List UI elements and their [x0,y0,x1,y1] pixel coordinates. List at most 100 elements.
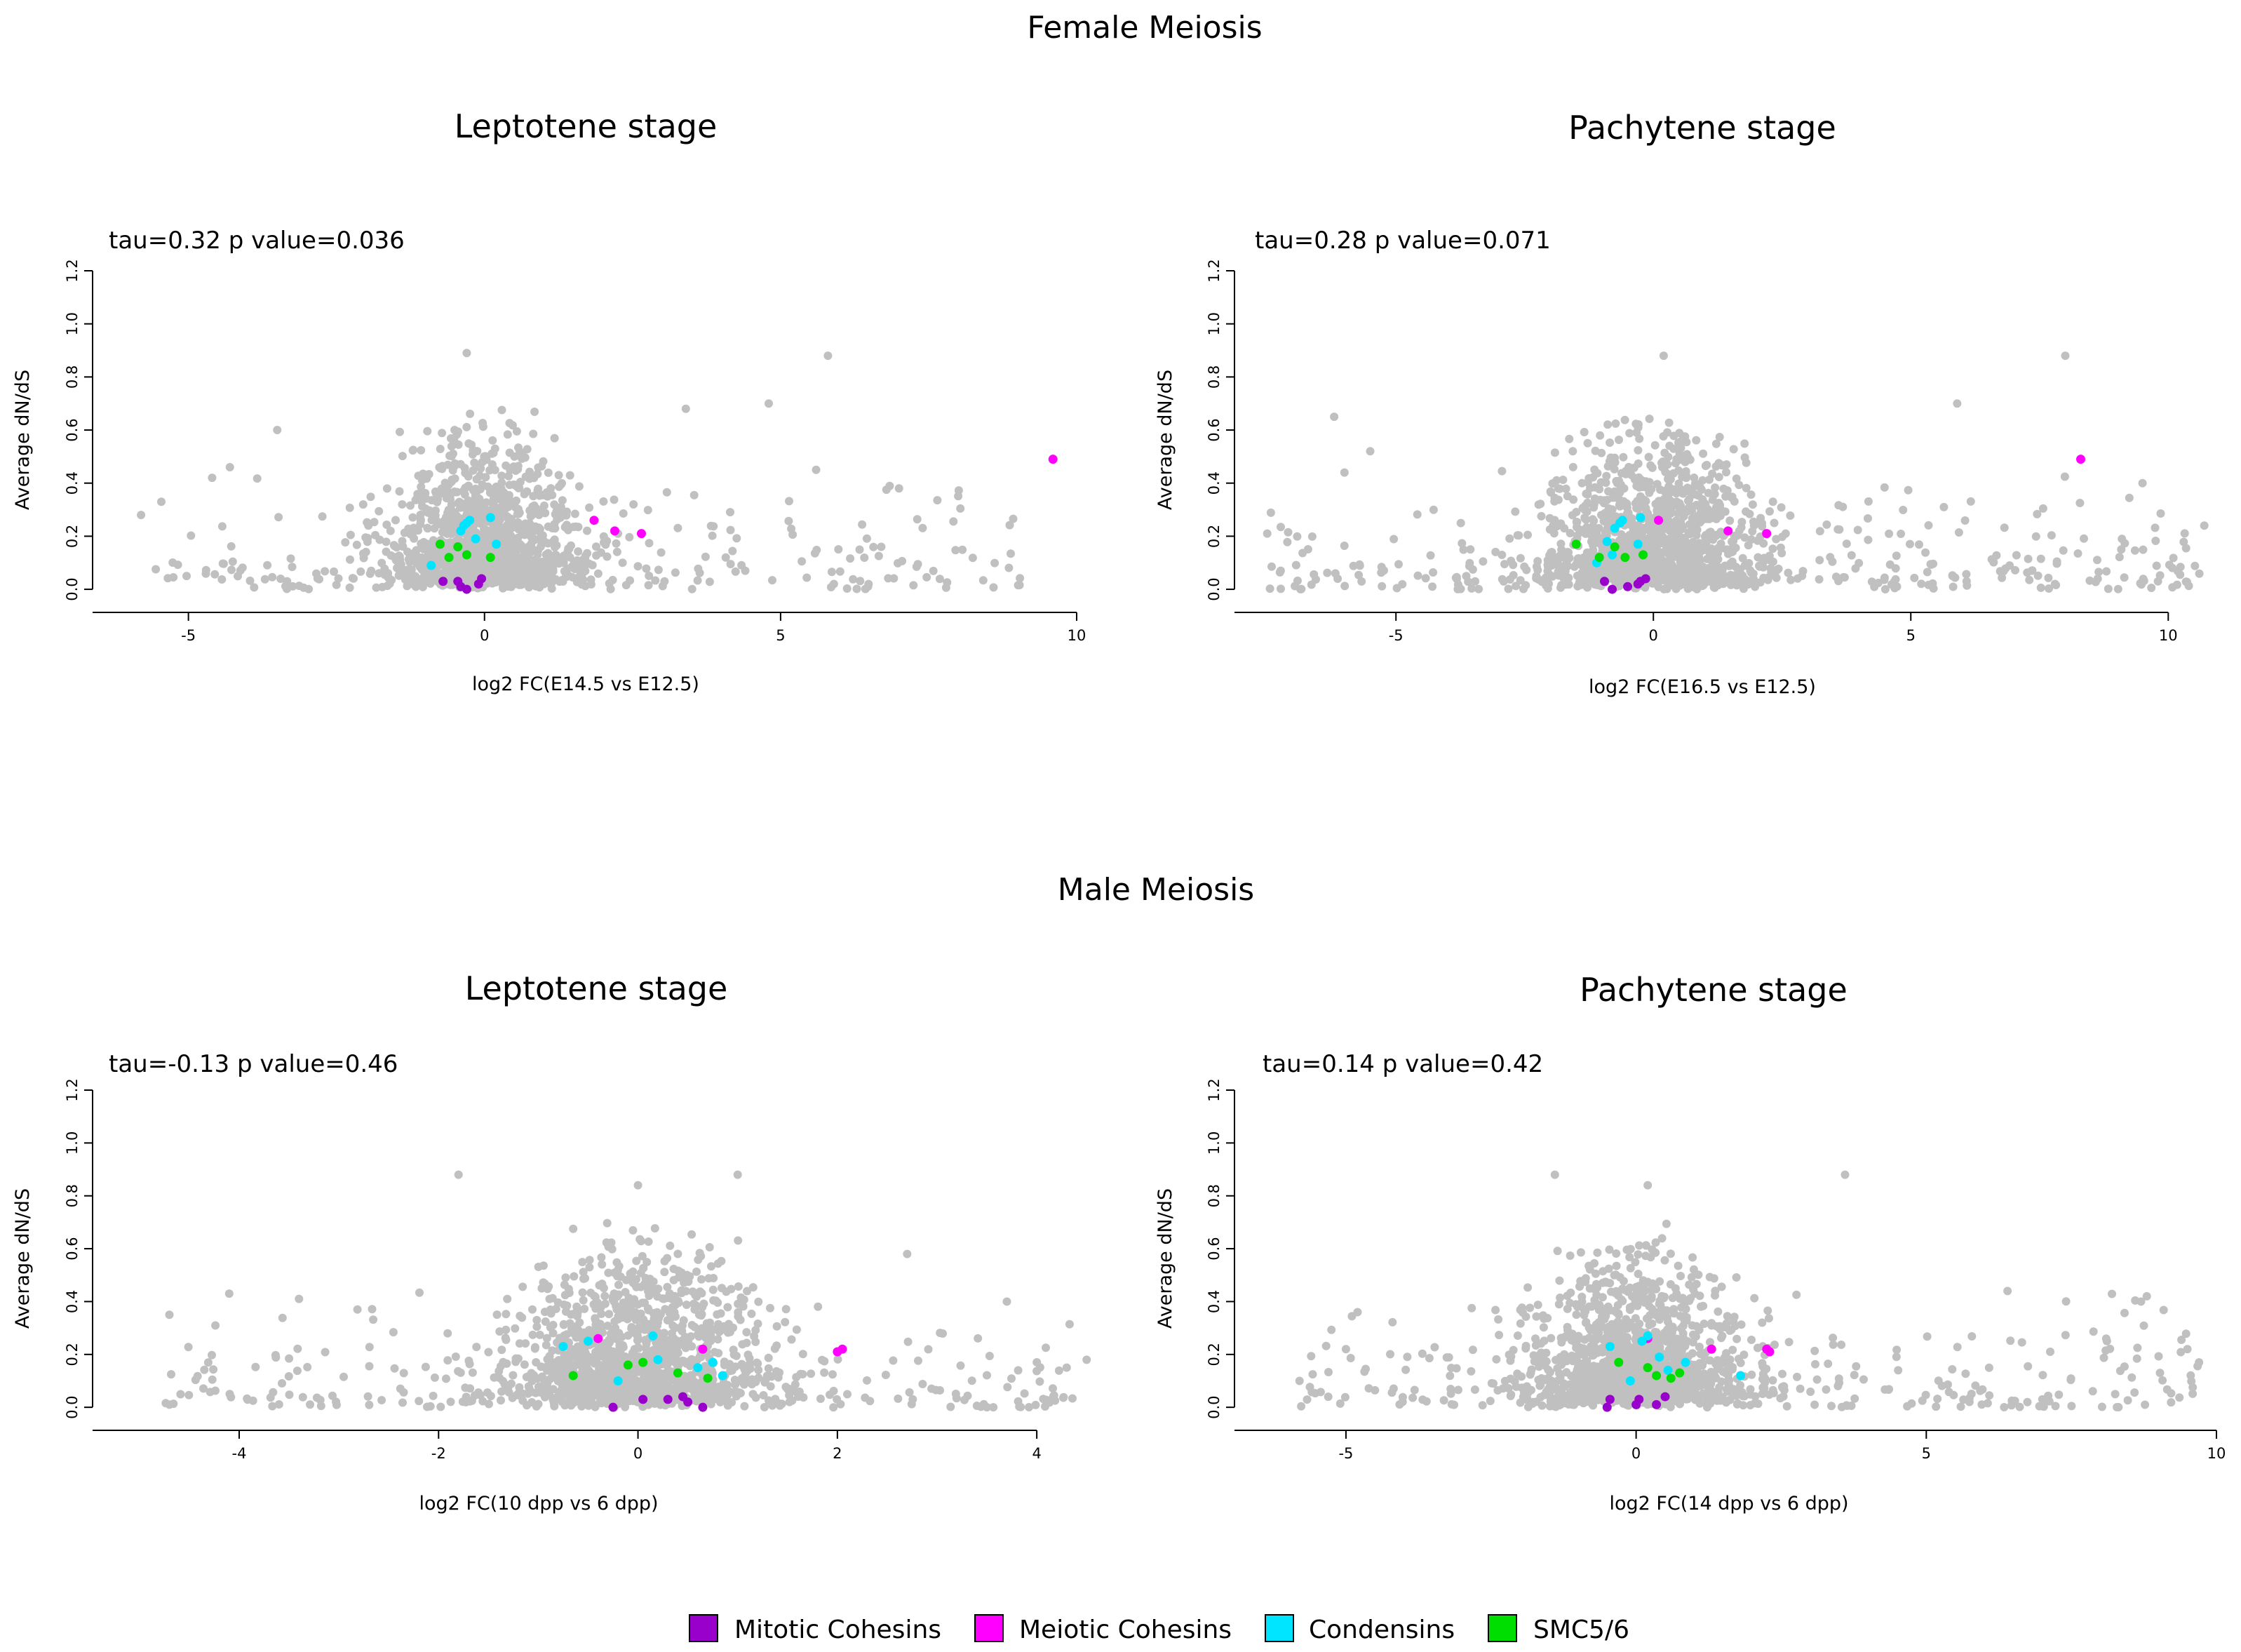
background-gene-point [1822,1385,1831,1394]
background-gene-point [356,567,365,576]
background-gene-point [828,1370,837,1379]
background-gene-point [1466,545,1475,554]
background-gene-point [456,1368,465,1377]
background-gene-point [855,545,864,554]
background-gene-point [481,473,490,482]
background-gene-point [406,501,415,510]
background-gene-point [596,1388,605,1397]
background-gene-point [1005,521,1014,530]
background-gene-point [1512,582,1521,591]
background-gene-point [2172,580,2181,589]
background-gene-point [423,427,432,436]
background-gene-point [1715,433,1724,441]
background-gene-point [687,1321,696,1329]
background-gene-point [1632,481,1641,490]
background-gene-point [436,445,445,453]
background-gene-point [497,471,506,481]
background-gene-point [633,1336,642,1345]
background-gene-point [600,1291,610,1301]
background-gene-point [528,1330,537,1339]
background-gene-point [592,551,601,560]
background-gene-point [298,1392,307,1402]
background-gene-point [736,1293,746,1302]
x-tick-label: 0 [1631,1445,1641,1462]
background-gene-point [1553,1247,1562,1256]
background-gene-point [1948,1365,1957,1374]
mitotic-cohesins-point [477,574,487,584]
x-tick-label: -2 [431,1445,446,1462]
background-gene-point [514,558,523,567]
background-gene-point [582,1392,591,1402]
background-gene-point [924,1345,933,1354]
background-gene-point [496,560,505,569]
background-gene-point [1354,570,1364,579]
background-gene-point [725,1359,734,1369]
background-gene-point [2181,544,2190,553]
background-gene-point [551,575,560,584]
background-gene-point [616,1272,625,1281]
background-gene-point [708,1285,718,1294]
background-gene-point [209,1365,218,1374]
background-gene-point [490,466,499,474]
background-gene-point [660,1268,669,1277]
background-gene-point [1798,571,1807,580]
background-gene-point [1682,486,1691,495]
background-gene-point [513,509,522,518]
background-gene-point [692,1267,701,1276]
background-gene-point [520,1360,529,1369]
background-gene-point [613,1292,622,1301]
background-gene-point [491,577,500,586]
background-gene-point [2073,549,2082,558]
background-gene-point [1620,415,1629,424]
background-gene-point [492,1310,502,1319]
background-gene-point [502,1310,511,1319]
background-gene-point [454,440,463,449]
background-gene-point [512,427,521,436]
background-gene-point [1735,481,1744,490]
background-gene-point [1915,540,1923,549]
background-gene-point [665,1289,674,1298]
background-gene-point [346,530,355,539]
background-gene-point [592,1357,601,1366]
background-gene-point [1549,521,1558,530]
x-tick-label: -4 [232,1445,247,1462]
background-gene-point [1492,1355,1501,1364]
background-gene-point [419,537,429,546]
background-gene-point [723,1390,732,1399]
background-gene-point [523,487,532,496]
background-gene-point [1388,1317,1397,1327]
background-gene-point [956,504,965,513]
background-gene-point [501,1334,510,1343]
background-gene-point [1340,542,1349,550]
x-tick-label: 0 [480,627,489,644]
background-gene-point [2108,1289,2116,1298]
background-gene-point [368,1305,377,1314]
background-gene-point [2132,1354,2141,1363]
background-gene-point [410,548,419,557]
background-gene-point [1580,428,1589,436]
background-gene-point [1706,528,1715,537]
y-tick-label: 1.0 [1206,312,1223,335]
background-gene-point [1777,503,1786,512]
background-gene-point [498,526,507,535]
background-gene-point [250,583,259,592]
background-gene-point [480,499,489,509]
background-gene-point [502,1325,511,1334]
background-gene-point [682,1287,690,1296]
background-gene-point [673,523,682,532]
background-gene-point [1784,568,1793,577]
background-gene-point [512,496,520,505]
background-gene-point [603,1218,612,1228]
condensins-point [1602,537,1612,546]
background-gene-point [1684,504,1693,513]
x-tick-label: 10 [1068,627,1086,644]
background-gene-point [1439,1396,1448,1405]
background-gene-point [1589,516,1599,525]
smc5-6-point [1594,553,1604,563]
background-gene-point [751,1337,760,1346]
background-gene-point [787,1335,796,1344]
y-tick-label: 0.0 [1206,1395,1223,1418]
background-gene-point [726,525,735,535]
background-gene-point [1659,533,1668,542]
background-gene-point [433,497,442,506]
